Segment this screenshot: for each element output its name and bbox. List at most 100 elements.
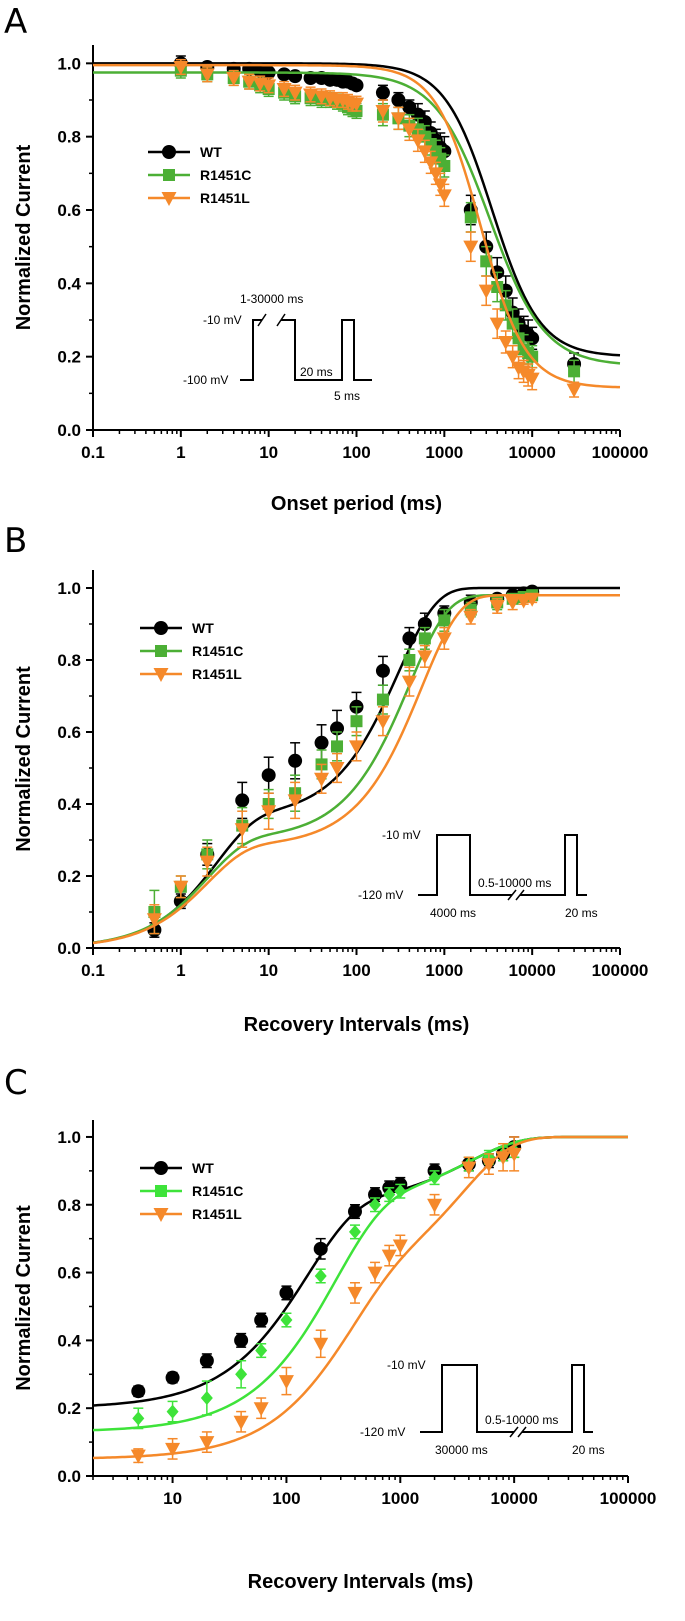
x-tick-label: 100000 bbox=[592, 443, 649, 462]
x-tick-label: 1 bbox=[176, 443, 185, 462]
data-point bbox=[313, 1337, 329, 1352]
voltage-protocol-inset: -10 mV -120 mV 4000 ms 0.5-10000 ms 20 ms bbox=[358, 828, 598, 920]
y-tick-label: 0.2 bbox=[57, 1399, 81, 1418]
y-tick-label: 0.8 bbox=[57, 651, 81, 670]
protocol-trace bbox=[522, 1364, 593, 1433]
y-tick-label: 0.2 bbox=[57, 867, 81, 886]
data-point bbox=[287, 794, 303, 809]
data-point bbox=[438, 614, 451, 627]
protocol-label: 30000 ms bbox=[435, 1443, 488, 1457]
data-point bbox=[376, 693, 389, 706]
x-axis-title: Recovery Intervals (ms) bbox=[244, 1014, 470, 1036]
data-point bbox=[261, 79, 277, 94]
data-point bbox=[347, 1286, 363, 1301]
data-point bbox=[287, 86, 303, 101]
data-point bbox=[199, 1353, 214, 1368]
y-tick-label: 0.8 bbox=[57, 128, 81, 147]
legend-marker bbox=[153, 1208, 169, 1222]
break-mark bbox=[257, 313, 267, 327]
legend-label: R1451C bbox=[192, 1183, 243, 1199]
data-point bbox=[418, 632, 431, 645]
data-point bbox=[489, 600, 505, 614]
fit-curve-R1451C bbox=[92, 1135, 628, 1432]
fit-curve-R1451C bbox=[92, 593, 620, 944]
data-point bbox=[401, 675, 417, 690]
data-point bbox=[349, 97, 364, 112]
data-point bbox=[367, 1266, 383, 1281]
data-point bbox=[428, 167, 444, 182]
y-tick-label: 0.4 bbox=[57, 274, 81, 293]
data-point bbox=[381, 1249, 397, 1264]
data-point bbox=[313, 1241, 328, 1256]
series-R1451L bbox=[93, 58, 621, 398]
data-point bbox=[314, 735, 329, 750]
data-point bbox=[481, 1158, 497, 1173]
data-point bbox=[506, 1147, 522, 1162]
legend-marker bbox=[154, 621, 168, 635]
voltage-protocol-inset: -10 mV -120 mV 30000 ms 0.5-10000 ms 20 ms bbox=[360, 1358, 605, 1457]
data-point bbox=[277, 67, 292, 82]
legend-marker bbox=[161, 192, 177, 206]
protocol-label: -10 mV bbox=[382, 828, 421, 842]
data-point bbox=[254, 1313, 269, 1328]
data-point bbox=[428, 1170, 441, 1185]
data-point bbox=[278, 1375, 294, 1390]
series-R1451L bbox=[92, 1135, 628, 1464]
data-point bbox=[261, 805, 277, 820]
x-tick-label: 100 bbox=[272, 1489, 300, 1508]
y-tick-label: 0.4 bbox=[57, 795, 81, 814]
panel-letter: B bbox=[4, 521, 27, 561]
x-tick-label: 10 bbox=[259, 443, 278, 462]
protocol-label: 1-30000 ms bbox=[240, 292, 303, 306]
y-tick-label: 0.0 bbox=[57, 1467, 81, 1486]
legend-label: R1451L bbox=[192, 1206, 242, 1222]
legend-marker bbox=[155, 645, 167, 657]
data-point bbox=[375, 663, 390, 678]
data-point bbox=[280, 1313, 293, 1328]
break-mark bbox=[509, 1426, 519, 1438]
x-tick-label: 0.1 bbox=[81, 961, 105, 980]
x-tick-label: 10000 bbox=[509, 443, 556, 462]
data-point bbox=[235, 1367, 248, 1382]
data-point bbox=[173, 880, 189, 895]
protocol-label: 4000 ms bbox=[430, 906, 476, 920]
panel-A: A 0.0 0.2 0.4 0.6 0.8 1.0 0.1 1 10 100 1000 10000 100… bbox=[4, 2, 648, 515]
data-point bbox=[480, 255, 493, 268]
data-point bbox=[568, 365, 581, 378]
data-point bbox=[350, 715, 363, 728]
x-tick-label: 10 bbox=[259, 961, 278, 980]
data-point bbox=[525, 331, 540, 346]
data-point bbox=[369, 1197, 382, 1212]
data-point bbox=[423, 156, 439, 171]
data-point bbox=[348, 1224, 361, 1239]
data-point bbox=[495, 1151, 511, 1166]
data-point bbox=[401, 123, 417, 138]
data-point bbox=[524, 372, 540, 387]
data-point bbox=[375, 85, 390, 100]
y-axis-title: Normalized Current bbox=[13, 1205, 35, 1391]
protocol-label: -120 mV bbox=[360, 1425, 405, 1439]
protocol-label: 20 ms bbox=[565, 906, 598, 920]
data-point bbox=[349, 78, 364, 93]
data-point bbox=[234, 823, 250, 838]
data-point bbox=[235, 793, 250, 808]
data-point bbox=[314, 772, 330, 787]
break-mark bbox=[507, 889, 517, 901]
legend: WT R1451C R1451L bbox=[148, 144, 251, 206]
data-point bbox=[417, 650, 433, 665]
data-point bbox=[349, 740, 364, 755]
data-point bbox=[200, 1391, 213, 1406]
x-tick-label: 10000 bbox=[491, 1489, 538, 1508]
legend-marker bbox=[162, 145, 176, 159]
protocol-label: 5 ms bbox=[334, 389, 360, 403]
protocol-label: 20 ms bbox=[572, 1443, 605, 1457]
legend-label: WT bbox=[192, 1160, 214, 1176]
data-point bbox=[427, 1198, 443, 1213]
protocol-label: -10 mV bbox=[387, 1358, 426, 1372]
panel-letter: C bbox=[4, 1063, 28, 1103]
data-point bbox=[303, 88, 319, 103]
data-point bbox=[375, 715, 391, 730]
data-point bbox=[261, 768, 276, 783]
x-tick-label: 1000 bbox=[425, 961, 463, 980]
data-point bbox=[199, 68, 215, 83]
